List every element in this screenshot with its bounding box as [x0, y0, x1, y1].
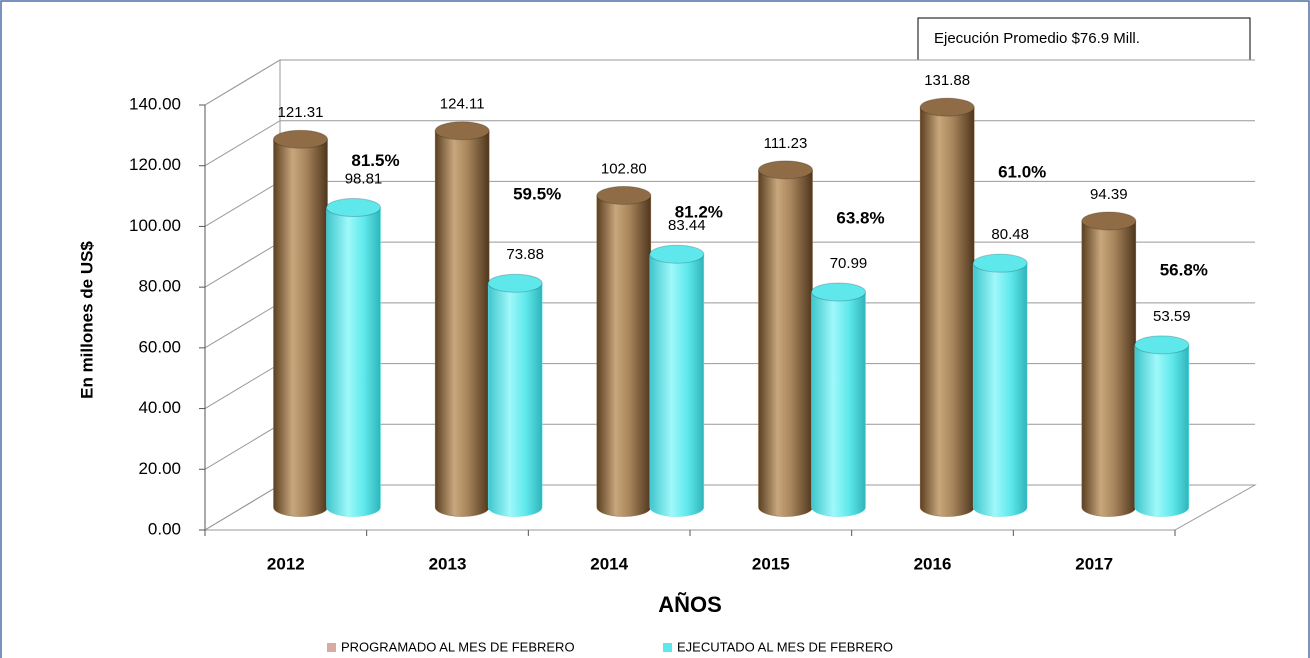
- cylinder-body: [758, 169, 813, 517]
- value-label: 53.59: [1153, 308, 1191, 325]
- y-tick-label: 100.00: [129, 216, 181, 235]
- y-tick-label: 20.00: [138, 459, 181, 478]
- text-box: [917, 17, 1251, 61]
- cylinder-top: [1134, 335, 1190, 355]
- cylinder-body: [596, 195, 652, 517]
- legend-swatch: [663, 643, 672, 652]
- y-tick-label: 120.00: [129, 155, 181, 174]
- cylinder-body: [972, 262, 1028, 517]
- cylinder-body: [1134, 344, 1190, 517]
- value-label: 70.99: [830, 255, 868, 272]
- value-label: 80.48: [991, 226, 1029, 243]
- percent-label: 81.2%: [675, 202, 723, 221]
- y-tick-label: 80.00: [138, 277, 181, 296]
- cylinder: [487, 273, 543, 517]
- cylinder-body: [1081, 220, 1137, 517]
- grid-line: [204, 59, 1255, 106]
- value-label: 94.39: [1090, 186, 1128, 203]
- legend-label: PROGRAMADO AL MES DE FEBRERO: [341, 639, 575, 654]
- cylinder-top: [919, 97, 975, 117]
- value-label: 124.11: [440, 96, 485, 113]
- cylinder: [811, 282, 866, 517]
- cylinder-body: [273, 138, 328, 517]
- percent-label: 81.5%: [351, 151, 399, 170]
- percent-label: 61.0%: [998, 163, 1046, 182]
- y-tick-label: 40.00: [138, 398, 181, 417]
- x-tick-label: 2012: [267, 554, 305, 573]
- x-tick-label: 2016: [914, 554, 952, 573]
- cylinder-top: [596, 185, 652, 205]
- value-label: 73.88: [506, 246, 544, 263]
- cylinder: [919, 97, 975, 517]
- y-tick-label: 140.00: [129, 94, 181, 113]
- x-tick-label: 2015: [752, 554, 790, 573]
- y-axis-title: En millones de US$: [77, 241, 96, 399]
- x-tick-label: 2017: [1075, 554, 1113, 573]
- cylinder: [434, 121, 490, 517]
- x-tick-label: 2013: [429, 554, 467, 573]
- percent-label: 56.8%: [1160, 260, 1208, 279]
- cylinder-top: [811, 282, 866, 302]
- percent-label: 63.8%: [836, 208, 884, 227]
- cylinder: [1081, 211, 1137, 517]
- side-wall: [204, 59, 281, 531]
- cylinder-top: [649, 244, 705, 264]
- legend-swatch: [327, 643, 336, 652]
- value-label: 121.31: [278, 104, 324, 121]
- value-label: 98.81: [345, 171, 383, 188]
- y-tick-label: 60.00: [138, 337, 181, 356]
- cylinder-body: [434, 130, 490, 517]
- cylinder-top: [434, 121, 490, 141]
- cylinder-body: [326, 207, 381, 517]
- text-box-label: Ejecución Promedio $76.9 Mill.: [934, 30, 1140, 47]
- cylinder: [326, 198, 381, 517]
- value-label: 102.80: [601, 160, 647, 177]
- cylinder: [649, 244, 705, 517]
- x-axis-title: AÑOS: [658, 592, 722, 617]
- cylinder: [1134, 335, 1190, 517]
- cylinder-top: [758, 160, 813, 180]
- cylinder: [972, 253, 1028, 517]
- cylinder: [758, 160, 813, 517]
- cylinder-top: [1081, 211, 1137, 231]
- cylinder-top: [273, 129, 328, 149]
- cylinder-top: [326, 198, 381, 218]
- cylinder-top: [487, 273, 543, 293]
- percent-label: 59.5%: [513, 184, 561, 203]
- value-label: 111.23: [764, 135, 808, 152]
- x-tick-label: 2014: [590, 554, 628, 573]
- cylinder: [273, 129, 328, 517]
- cylinder: [596, 185, 652, 517]
- value-label: 131.88: [924, 72, 970, 89]
- y-tick-label: 0.00: [148, 519, 181, 538]
- cylinder-body: [811, 291, 866, 517]
- cylinder-body: [919, 106, 975, 517]
- cylinder-top: [972, 253, 1028, 273]
- cylinder-body: [649, 253, 705, 517]
- cylinder-body: [487, 282, 543, 517]
- legend-label: EJECUTADO AL MES DE FEBRERO: [677, 639, 893, 654]
- value-label: 83.44: [668, 217, 706, 234]
